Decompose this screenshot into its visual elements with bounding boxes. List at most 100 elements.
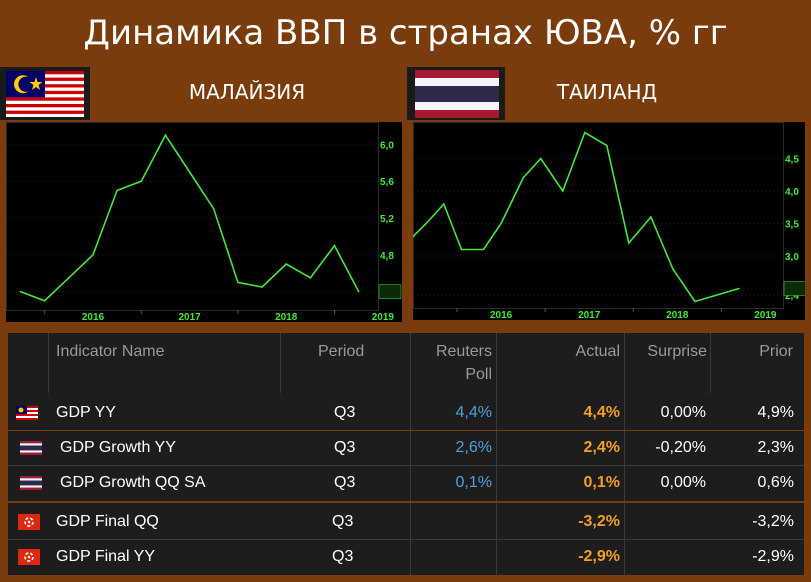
thailand-gdp-chart: 2,4 3,0 3,5 4,0 4,5 2016 2017 2018 2019 [413,122,805,320]
poll-value: 2,6% [455,439,492,456]
hongkong-flag-icon [18,549,40,565]
table-row[interactable]: GDP Final QQ Q3 -3,2% -3,2% [8,505,804,539]
row-divider [8,501,804,503]
data-point [237,281,239,284]
x-tick-label: 2016 [82,312,105,322]
page-title: Динамика ВВП в странах ЮВА, % гг [83,13,728,53]
poll-value: 4,4% [455,404,492,421]
period-value: Q3 [334,439,356,456]
y-tick-label: 4,0 [785,187,799,198]
indicator-name: GDP Final QQ [56,513,159,530]
data-point [443,203,445,205]
data-point [357,290,360,293]
row-divider [8,430,804,431]
indicator-name: GDP Final YY [56,548,156,565]
country-label-malaysia: МАЛАЙЗИЯ [188,80,306,104]
y-tick-label: 5,2 [380,214,394,225]
data-point [561,190,564,192]
indicator-table: Indicator Name Period Reuters Poll Actua… [8,333,804,575]
malaysia-flag-icon [16,406,38,420]
column-divider [710,333,711,393]
data-point [333,244,336,247]
gdp-series-line [20,133,360,302]
header-surprise: Surprise [647,343,707,360]
indicator-name: GDP Growth YY [60,439,176,456]
table-row[interactable]: GDP Growth QQ SA Q3 0,1% 0,1% 0,00% 0,6% [8,466,804,500]
row-divider [8,539,804,540]
data-point [309,277,312,279]
y-tick-label: 6,0 [380,140,394,151]
last-value-marker [378,284,402,299]
data-point [650,216,652,218]
hongkong-flag-icon [18,514,40,530]
column-divider [496,333,497,575]
column-divider [48,333,49,393]
last-value-marker [783,281,805,296]
thailand-chart-svg: 2,4 3,0 3,5 4,0 4,5 2016 2017 2018 2019 [413,122,805,320]
data-point [188,171,191,173]
row-divider [8,465,804,466]
gdp-series-line [413,131,740,303]
surprise-value: 0,00% [660,404,706,421]
actual-value: -3,2% [578,513,620,530]
x-tick-label: 2017 [578,310,601,320]
table-row[interactable]: GDP Growth YY Q3 2,6% 2,4% -0,20% 2,3% [8,431,804,465]
data-point [672,268,674,270]
data-point [500,222,502,225]
data-point [522,177,524,179]
table-row[interactable]: GDP YY Q3 4,4% 4,4% 0,00% 4,9% [8,396,804,430]
data-point [116,189,118,192]
prior-value: -2,9% [752,548,794,565]
plot-frame [413,122,784,309]
header-reuters: Reuters [435,343,492,360]
data-point [539,157,542,160]
data-point [482,248,485,251]
poll-value [408,540,492,574]
x-tick-label: 2016 [490,310,513,320]
prior-value: -3,2% [752,513,794,530]
thailand-flag-icon [415,70,499,118]
malaysia-flag-icon [6,71,84,117]
data-point [413,235,414,238]
header-poll: Poll [465,366,492,383]
data-point [285,263,288,265]
header-actual: Actual [575,343,620,360]
data-point [425,222,428,225]
data-point [261,286,263,288]
period-value: Q3 [334,474,356,491]
period-value: Q3 [332,513,354,530]
data-point [68,277,70,279]
data-point [628,242,630,244]
prior-value: 4,9% [757,404,794,421]
y-tick-label: 3,5 [785,220,799,231]
header-indicator-name: Indicator Name [56,343,165,360]
period-value: Q3 [332,548,354,565]
data-point [212,208,215,210]
data-point [694,300,696,303]
data-point [164,134,167,136]
poll-value [408,505,492,539]
data-point [583,131,586,134]
data-point [92,254,94,256]
data-point [716,294,718,296]
thailand-flag-icon [20,476,42,490]
prior-value: 2,3% [757,439,794,456]
actual-value: 2,4% [583,439,620,456]
y-tick-label: 2,4 [785,291,799,302]
indicator-name: GDP Growth QQ SA [60,474,206,491]
actual-value: -2,9% [578,548,620,565]
data-point [606,144,608,147]
y-tick-label: 5,6 [380,177,394,188]
x-tick-label: 2019 [754,310,777,320]
poll-value: 0,1% [455,474,492,491]
data-point [738,287,740,290]
table-row[interactable]: GDP Final YY Q3 -2,9% -2,9% [8,540,804,574]
y-tick-label: 4,5 [785,155,799,166]
actual-value: 4,4% [583,404,620,421]
country-label-thailand: ТАИЛАНД [556,80,658,104]
header-period: Period [318,343,365,360]
y-tick-label: 3,0 [785,252,799,263]
x-tick-label: 2017 [178,312,201,322]
